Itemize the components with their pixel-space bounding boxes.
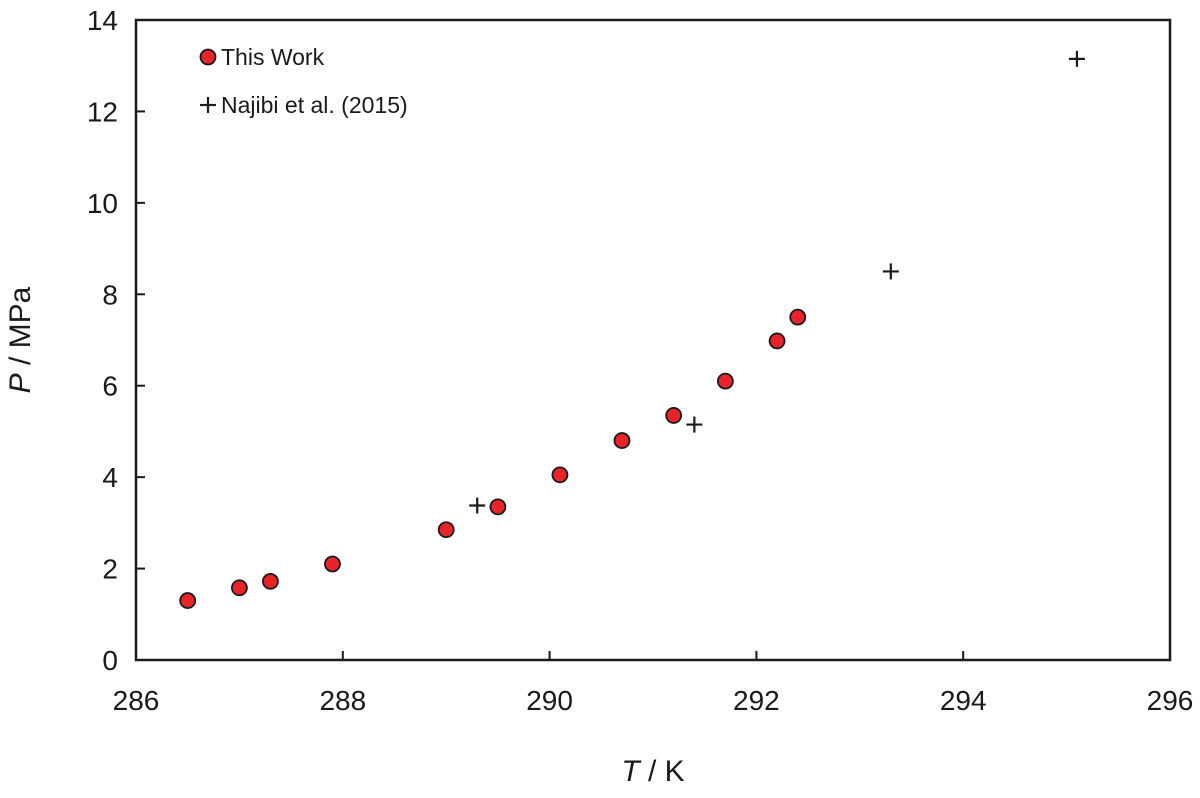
y-axis: 0 2 4 6 8 10 12 14 — [87, 5, 145, 676]
najibi-point — [882, 263, 899, 280]
y-axis-title: P / MPa — [4, 286, 37, 393]
y-tick-label: 8 — [102, 279, 118, 310]
y-tick-label: 12 — [87, 96, 118, 127]
x-tick-label: 290 — [526, 685, 573, 716]
x-axis: 286 288 290 292 294 296 — [113, 651, 1194, 716]
y-axis-symbol: P — [4, 373, 37, 393]
y-tick-label: 10 — [87, 188, 118, 219]
najibi-point — [686, 416, 703, 433]
x-axis-symbol: T — [621, 755, 642, 788]
najibi-point — [1068, 50, 1085, 67]
this-work-point — [768, 332, 786, 350]
legend-marker-najibi — [200, 97, 216, 113]
y-tick-label: 2 — [102, 554, 118, 585]
this-work-point — [262, 572, 279, 590]
y-tick-label: 4 — [102, 462, 118, 493]
x-axis-title: T / K — [621, 755, 684, 788]
y-tick-label: 0 — [102, 645, 118, 676]
x-tick-label: 294 — [940, 685, 987, 716]
y-tick-label: 14 — [87, 5, 118, 36]
this-work-point — [613, 432, 631, 449]
this-work-point — [789, 308, 807, 326]
y-axis-unit: / MPa — [4, 286, 37, 373]
this-work-point — [716, 372, 734, 390]
x-tick-label: 296 — [1147, 685, 1194, 716]
x-tick-label: 292 — [733, 685, 780, 716]
this-work-point — [489, 498, 507, 516]
y-tick-label: 6 — [102, 371, 118, 402]
legend-label: Najibi et al. (2015) — [221, 92, 408, 118]
this-work-point — [179, 592, 197, 609]
legend-label: This Work — [221, 44, 325, 70]
this-work-point — [665, 407, 683, 424]
x-axis-unit: / K — [640, 755, 685, 788]
legend: This Work Najibi et al. (2015) — [199, 44, 408, 118]
plot-frame — [134, 18, 1172, 662]
this-work-point — [551, 466, 569, 484]
x-tick-label: 288 — [319, 685, 366, 716]
najibi-point — [469, 497, 486, 514]
this-work-point — [324, 555, 341, 573]
x-tick-label: 286 — [113, 685, 160, 716]
data-points — [179, 50, 1085, 609]
this-work-point — [230, 579, 248, 597]
this-work-point — [437, 521, 455, 539]
legend-marker-this-work — [199, 48, 217, 66]
